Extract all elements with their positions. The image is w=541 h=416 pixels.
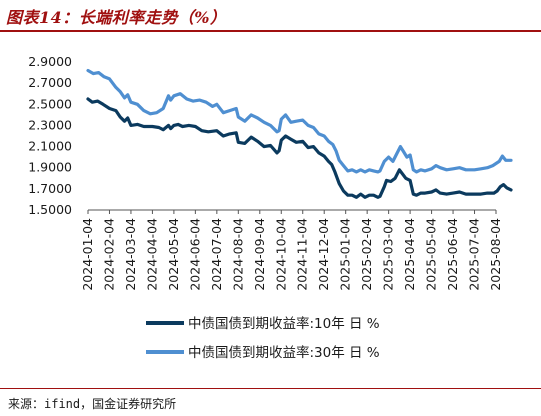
y-tick-label: 2.3000 (28, 117, 72, 132)
x-tick-label: 2024-02-04 (101, 218, 116, 291)
legend-label-30y: 中债国债到期收益率:30年 日 % (188, 344, 380, 361)
x-tick-label: 2025-06-04 (445, 218, 460, 291)
y-tick-label: 1.9000 (28, 160, 72, 175)
x-tick-label: 2025-07-04 (467, 218, 482, 291)
y-tick-label: 2.7000 (28, 75, 72, 90)
x-tick-label: 2025-04-04 (402, 218, 417, 291)
x-tick-label: 2024-06-04 (187, 218, 202, 291)
legend-label-10y: 中债国债到期收益率:10年 日 % (188, 315, 380, 332)
x-tick-label: 2025-02-04 (359, 218, 374, 291)
x-tick-label: 2025-05-04 (424, 218, 439, 291)
source-note: 来源：ifind，国金证券研究所 (8, 397, 177, 411)
x-tick-label: 2024-12-04 (316, 218, 331, 291)
x-tick-label: 2024-08-04 (230, 218, 245, 291)
figure-title: 图表14：长端利率走势（%） (6, 8, 227, 27)
chart-axes: 2.9000 2.7000 2.5000 2.3000 2.1000 1.9000 1.70… (28, 54, 503, 291)
title-divider (0, 30, 541, 32)
x-tick-label: 2025-08-04 (488, 218, 503, 291)
x-tick-label: 2024-04-04 (144, 218, 159, 291)
x-tick-label: 2024-11-04 (295, 218, 310, 291)
series-line-10y (86, 97, 513, 199)
series-line-30y (86, 68, 513, 174)
y-tick-label: 1.7000 (28, 181, 72, 196)
line-chart: 2.9000 2.7000 2.5000 2.3000 2.1000 1.9000 1.70… (28, 54, 513, 361)
x-tick-label: 2024-07-04 (209, 218, 224, 291)
y-tick-label: 1.5000 (28, 202, 72, 217)
chart-lines (86, 68, 513, 199)
x-tick-label: 2024-03-04 (123, 218, 138, 291)
y-tick-label: 2.1000 (28, 139, 72, 154)
x-tick-label: 2025-03-04 (381, 218, 396, 291)
y-tick-label: 2.9000 (28, 54, 72, 69)
x-tick-label: 2024-01-04 (80, 218, 95, 291)
x-tick-label: 2024-10-04 (273, 218, 288, 291)
x-tick-label: 2024-09-04 (252, 218, 267, 291)
chart-legend: 中债国债到期收益率:10年 日 % 中债国债到期收益率:30年 日 % (146, 315, 380, 361)
y-tick-label: 2.5000 (28, 96, 72, 111)
x-tick-label: 2024-05-04 (166, 218, 181, 291)
x-tick-label: 2025-01-04 (338, 218, 353, 291)
footer-divider (0, 388, 541, 389)
